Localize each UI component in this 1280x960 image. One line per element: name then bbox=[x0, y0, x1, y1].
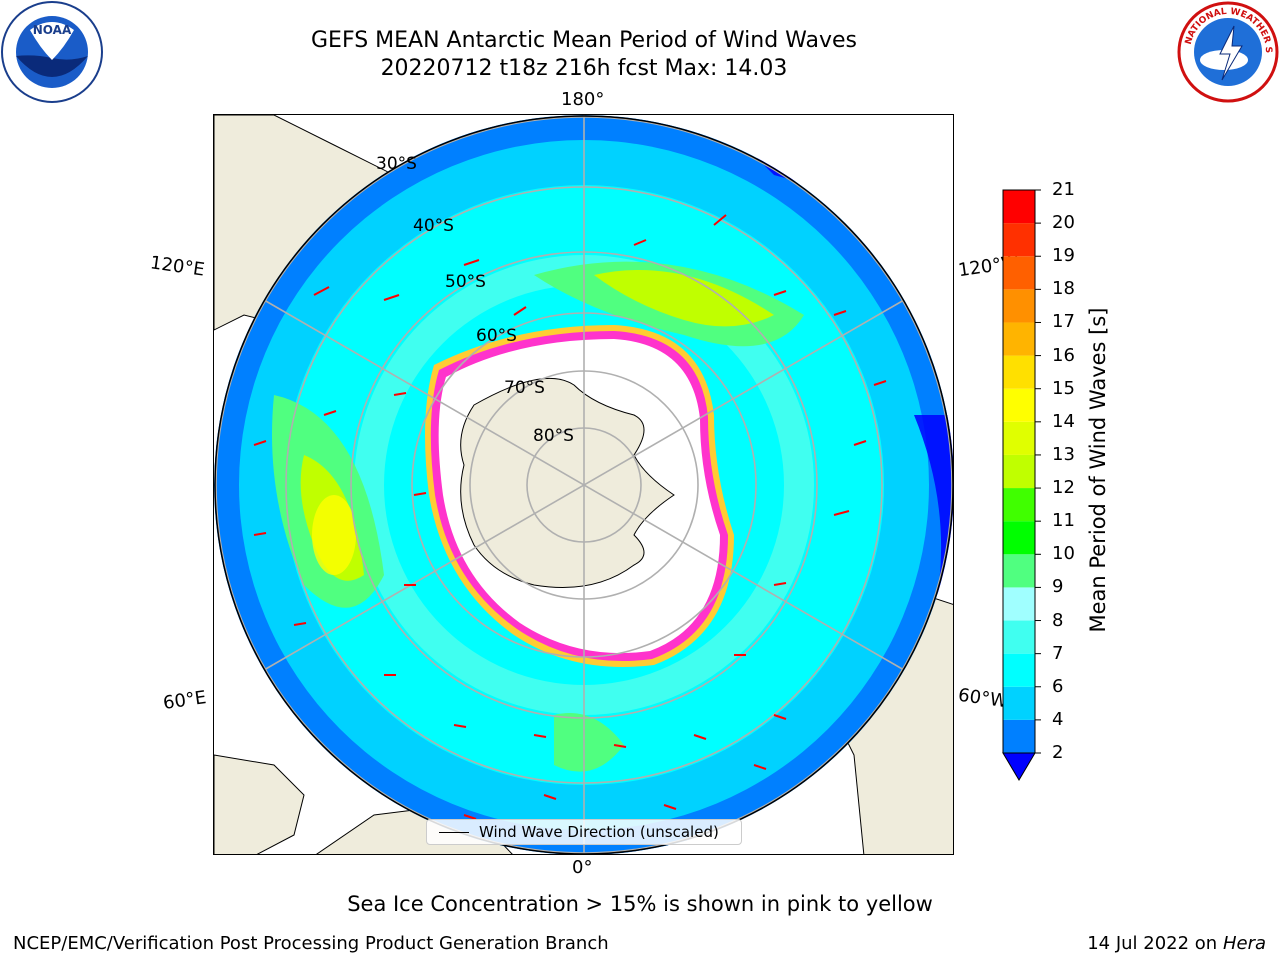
colorbar-tick-label: 11 bbox=[1052, 510, 1075, 532]
footer-date: 14 Jul 2022 on Hera bbox=[1087, 933, 1266, 954]
colorbar bbox=[1002, 189, 1041, 781]
nws-logo: NATIONAL WEATHER SERVICE bbox=[1173, 0, 1280, 104]
colorbar-label: Mean Period of Wind Waves [s] bbox=[1086, 307, 1110, 633]
colorbar-tick-label: 15 bbox=[1052, 377, 1075, 399]
colorbar-tick-label: 9 bbox=[1052, 576, 1064, 598]
lat-label-80s: 80°S bbox=[533, 426, 574, 446]
colorbar-tick-label: 12 bbox=[1052, 477, 1075, 499]
footer-branch: NCEP/EMC/Verification Post Processing Pr… bbox=[13, 933, 609, 954]
colorbar-level-11 bbox=[1003, 355, 1035, 389]
colorbar-tick-label: 16 bbox=[1052, 344, 1075, 366]
madagascar-land bbox=[214, 754, 305, 854]
colorbar-tick-label: 14 bbox=[1052, 410, 1075, 432]
antarctica-land bbox=[460, 377, 675, 588]
colorbar-tick-label: 10 bbox=[1052, 543, 1075, 565]
colorbar-level-6 bbox=[1003, 521, 1035, 555]
legend-line-swatch bbox=[439, 831, 469, 833]
noaa-logo: NOAA bbox=[0, 0, 104, 104]
wind-wave-arrows bbox=[253, 214, 887, 820]
chart-title: GEFS MEAN Antarctic Mean Period of Wind … bbox=[311, 28, 857, 53]
colorbar-level-9 bbox=[1003, 421, 1035, 455]
map-panel: 30°S 40°S 50°S 60°S 70°S 80°S bbox=[213, 114, 954, 855]
colorbar-tick-label: 4 bbox=[1052, 708, 1064, 730]
colorbar-level-2 bbox=[1003, 653, 1035, 687]
svg-text:NOAA: NOAA bbox=[33, 23, 72, 37]
legend-label: Wind Wave Direction (unscaled) bbox=[479, 823, 719, 841]
colorbar-frame bbox=[1002, 189, 1036, 754]
lon-label-180: 180° bbox=[561, 89, 605, 110]
colorbar-tick-label: 8 bbox=[1052, 609, 1064, 631]
lat-label-30s: 30°S bbox=[376, 154, 417, 174]
map-canvas: 30°S 40°S 50°S 60°S 70°S 80°S bbox=[214, 115, 953, 854]
map-boundary bbox=[214, 115, 953, 854]
colorbar-under-triangle bbox=[1002, 752, 1036, 781]
sea-ice-note: Sea Ice Concentration > 15% is shown in … bbox=[347, 892, 933, 916]
footer-machine: Hera bbox=[1222, 933, 1266, 954]
lon-label-0: 0° bbox=[572, 857, 593, 878]
map-legend: Wind Wave Direction (unscaled) bbox=[426, 819, 742, 845]
colorbar-level-16 bbox=[1003, 190, 1035, 224]
colorbar-level-8 bbox=[1003, 454, 1035, 489]
colorbar-tick-label: 21 bbox=[1052, 179, 1075, 200]
footer-date-text: 14 Jul 2022 on bbox=[1087, 933, 1223, 954]
colorbar-tick-label: 6 bbox=[1052, 675, 1064, 697]
lat-label-70s: 70°S bbox=[504, 378, 545, 398]
colorbar-level-3 bbox=[1003, 620, 1035, 654]
colorbar-level-13 bbox=[1003, 289, 1035, 323]
colorbar-tick-label: 13 bbox=[1052, 443, 1075, 465]
colorbar-level-1 bbox=[1003, 686, 1035, 720]
colorbar-level-10 bbox=[1003, 388, 1035, 422]
colorbar-tick-label: 18 bbox=[1052, 278, 1075, 300]
colorbar-tick-label: 19 bbox=[1052, 245, 1075, 267]
colorbar-level-4 bbox=[1003, 587, 1035, 621]
colorbar-level-15 bbox=[1003, 223, 1035, 257]
colorbar-tick-label: 7 bbox=[1052, 642, 1064, 664]
chart-subtitle: 20220712 t18z 216h fcst Max: 14.03 bbox=[380, 56, 788, 81]
graticule bbox=[215, 115, 953, 854]
colorbar-tick-label: 20 bbox=[1052, 212, 1075, 234]
colorbar-level-0 bbox=[1003, 719, 1035, 753]
colorbar-level-5 bbox=[1003, 554, 1035, 588]
lat-label-60s: 60°S bbox=[476, 326, 517, 346]
lat-label-40s: 40°S bbox=[413, 216, 454, 236]
lon-label-120e: 120°E bbox=[148, 252, 206, 281]
lon-label-60e: 60°E bbox=[161, 687, 208, 714]
lat-label-50s: 50°S bbox=[445, 272, 486, 292]
colorbar-tick-label: 17 bbox=[1052, 311, 1075, 333]
colorbar-level-7 bbox=[1003, 488, 1035, 522]
colorbar-tick-label: 2 bbox=[1052, 742, 1064, 763]
colorbar-level-14 bbox=[1003, 256, 1035, 290]
colorbar-level-12 bbox=[1003, 322, 1035, 356]
